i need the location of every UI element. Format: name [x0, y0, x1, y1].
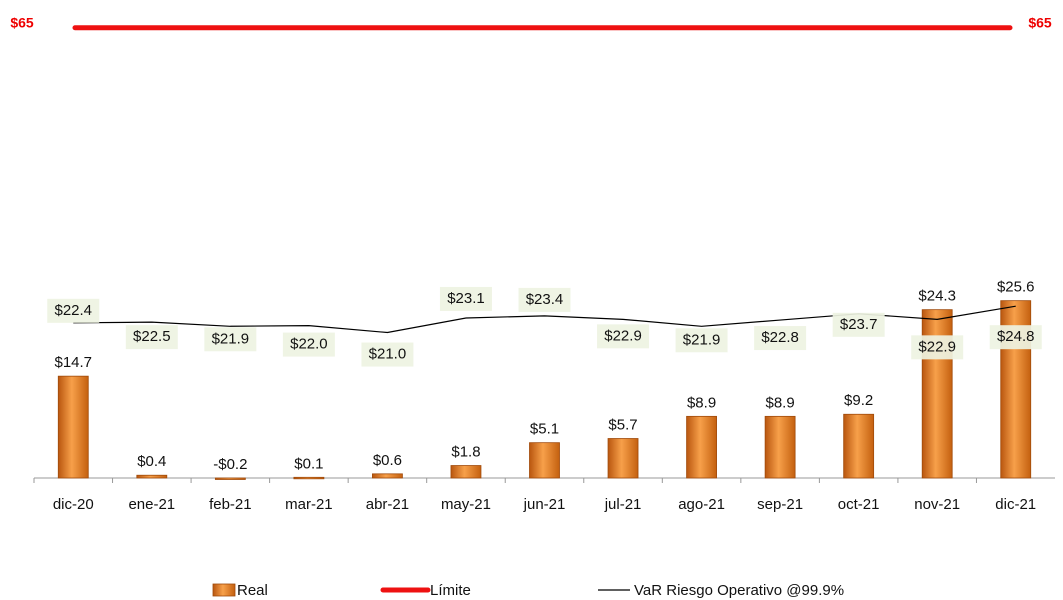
data-label: $22.8: [761, 329, 799, 346]
x-tick-label: feb-21: [209, 496, 252, 513]
data-label: $23.4: [526, 291, 564, 308]
limit-label: $65: [1028, 14, 1052, 30]
data-label: $0.1: [294, 455, 323, 472]
x-tick-label: dic-20: [53, 496, 94, 513]
data-label: $0.6: [373, 452, 402, 469]
bar: [529, 442, 560, 479]
data-label: $5.1: [530, 421, 559, 438]
bar: [450, 465, 482, 479]
bar: [214, 477, 246, 480]
data-label: $23.1: [447, 290, 485, 307]
limit-label: $65: [10, 14, 34, 30]
x-tick-label: may-21: [441, 496, 491, 513]
data-label-bg: [597, 324, 650, 349]
data-label: $0.4: [137, 453, 166, 470]
data-label-bg: [282, 332, 335, 357]
x-tick-label: nov-21: [914, 496, 960, 513]
legend-label: VaR Riesgo Operativo @99.9%: [634, 582, 844, 599]
x-tick-label: jul-21: [604, 496, 642, 513]
data-label-bg: [675, 328, 728, 353]
data-label: $24.3: [918, 288, 956, 305]
data-label: $5.7: [608, 416, 637, 433]
data-label-bg: [989, 325, 1042, 350]
legend-label: Real: [237, 582, 268, 599]
data-label-bg: [125, 325, 178, 350]
data-label: -$0.2: [213, 456, 247, 473]
data-label: $21.0: [369, 345, 407, 362]
data-label: $22.9: [918, 338, 956, 355]
bar: [57, 375, 89, 479]
data-label: $23.7: [840, 316, 878, 333]
data-label: $1.8: [451, 443, 480, 460]
data-label: $21.9: [212, 330, 250, 347]
bar: [764, 415, 796, 479]
bar: [686, 415, 717, 479]
data-label: $22.4: [54, 302, 92, 319]
legend-label: Límite: [430, 582, 471, 599]
data-label-bg: [204, 327, 257, 352]
data-label: $22.5: [133, 328, 171, 345]
x-tick-label: dic-21: [995, 496, 1036, 513]
data-label-bg: [911, 335, 964, 360]
data-label: $25.6: [997, 279, 1035, 296]
bar: [921, 309, 953, 479]
data-label: $8.9: [687, 394, 716, 411]
data-label: $8.9: [766, 394, 795, 411]
data-label-bg: [47, 298, 100, 323]
bar: [136, 474, 168, 479]
bar: [843, 413, 875, 479]
x-tick-label: sep-21: [757, 496, 803, 513]
x-tick-label: oct-21: [838, 496, 880, 513]
data-label: $21.9: [683, 331, 721, 348]
x-tick-label: abr-21: [366, 496, 409, 513]
data-label-bg: [518, 287, 571, 312]
bar: [372, 473, 403, 479]
data-label: $22.0: [290, 336, 328, 353]
bar: [607, 438, 639, 479]
data-label-bg: [832, 312, 885, 337]
data-label-bg: [754, 326, 807, 351]
data-label: $9.2: [844, 392, 873, 409]
x-tick-label: mar-21: [285, 496, 333, 513]
bar: [293, 476, 325, 480]
data-label: $14.7: [54, 354, 92, 371]
data-label-bg: [361, 342, 414, 367]
x-tick-label: ene-21: [128, 496, 175, 513]
data-label-bg: [439, 286, 492, 311]
data-label: $24.8: [997, 328, 1035, 345]
data-label: $22.9: [604, 327, 642, 344]
legend-swatch: [212, 583, 236, 597]
x-tick-label: ago-21: [678, 496, 725, 513]
x-tick-label: jun-21: [523, 496, 566, 513]
